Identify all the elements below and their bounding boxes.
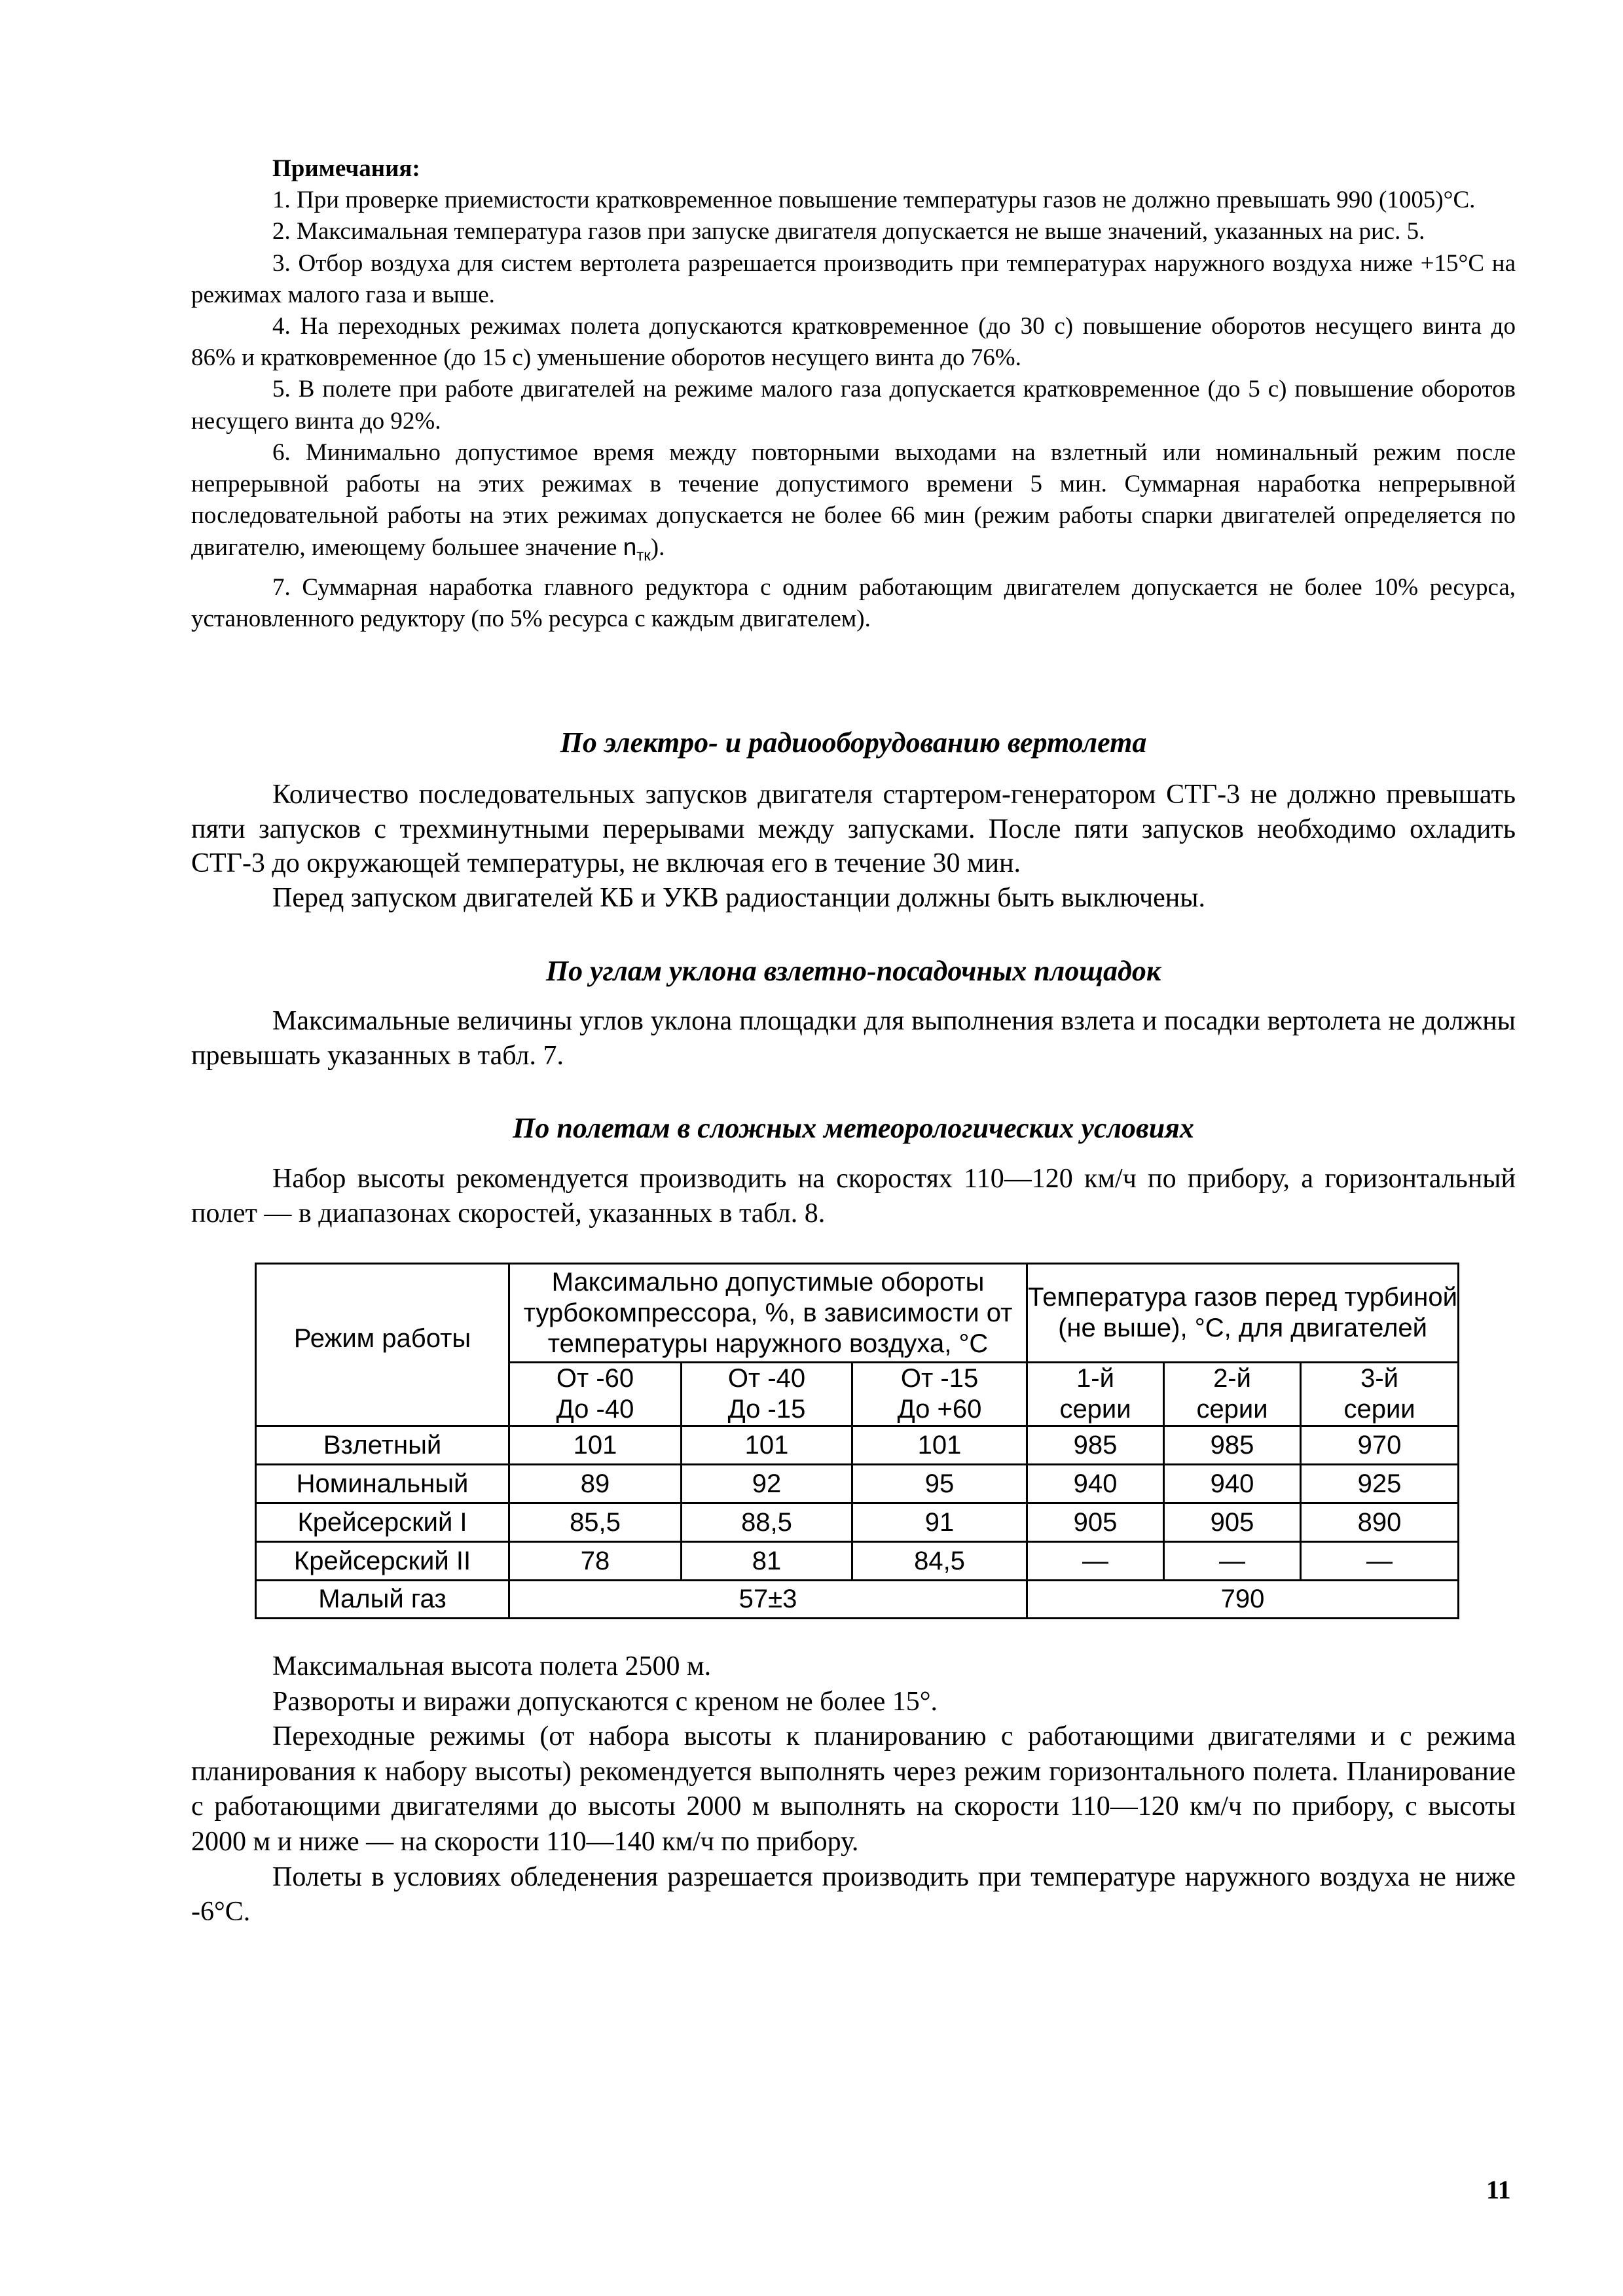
subheader-line: 1-й <box>1076 1364 1114 1393</box>
paragraph: Развороты и виражи допускаются с креном … <box>272 1686 938 1717</box>
header-temp: Температура газов перед турбиной (не выш… <box>1026 1263 1460 1363</box>
value-cell: 78 <box>508 1541 682 1581</box>
value-cell: 85,5 <box>508 1502 682 1543</box>
value-cell: 905 <box>1163 1502 1302 1543</box>
table-row: Крейсерский II 78 81 84,5— — — <box>255 1541 1460 1581</box>
row-mode: Взлетный <box>255 1425 510 1465</box>
header-rpm: Максимально допустимые обороты турбокомп… <box>507 1263 1029 1363</box>
subheader-cell: От -40 До -15 <box>680 1361 853 1427</box>
note-item: 7. Суммарная наработка главного редуктор… <box>191 574 1516 633</box>
note-item: 5. В полете при работе двигателей на реж… <box>191 376 1516 435</box>
engine-limits-table: Режим работы Максимально допустимые обор… <box>255 1263 1460 1619</box>
value-cell: 95 <box>850 1463 1029 1504</box>
subheader-cell: 3-й серии <box>1300 1361 1460 1427</box>
value-cell: 970 <box>1300 1425 1460 1465</box>
subheader-line: 3-й <box>1360 1364 1398 1393</box>
section-heading: По электро- и радиооборудованию вертолет… <box>560 726 1147 759</box>
ntk-symbol: n <box>623 533 637 561</box>
paragraph: Максимальные величины углов уклона площа… <box>191 1006 1516 1071</box>
value-cell: 91 <box>850 1502 1029 1543</box>
subheader-line: серии <box>1343 1395 1415 1424</box>
subheader-line: От -15 <box>900 1364 979 1393</box>
value-cell: 940 <box>1163 1463 1302 1504</box>
note-item: 1. При проверке приемистости кратковреме… <box>272 187 1476 214</box>
paragraph: Переходные режимы (от набора высоты к пл… <box>191 1721 1516 1857</box>
header-mode: Режим работы <box>255 1263 510 1427</box>
value-cell: — <box>1163 1541 1302 1581</box>
after-table-body: Максимальная высота полета 2500 м. Разво… <box>191 1649 1516 1930</box>
row-mode: Крейсерский I <box>255 1502 510 1543</box>
value-cell: 101 <box>680 1425 853 1465</box>
page-number: 11 <box>1486 2175 1511 2204</box>
subheader-cell: От -60 До -40 <box>508 1361 682 1427</box>
subheader-line: От -60 <box>556 1364 634 1393</box>
note-item: 3. Отбор воздуха для систем вертолета ра… <box>191 249 1516 308</box>
subheader-line: серии <box>1196 1395 1268 1424</box>
value-cell: 890 <box>1300 1502 1460 1543</box>
value-cell: 985 <box>1026 1425 1165 1465</box>
value-cell: — <box>1300 1541 1460 1581</box>
value-cell: 81 <box>680 1541 853 1581</box>
value-cell: 925 <box>1300 1463 1460 1504</box>
section-body: Максимальные величины углов уклона площа… <box>191 1004 1516 1073</box>
value-cell: 101 <box>508 1425 682 1465</box>
idle-temp: 790 <box>1026 1579 1460 1619</box>
subheader-line: До -15 <box>727 1395 806 1424</box>
table-row: Крейсерский I 85,5 88,5 91 905 905 890 <box>255 1502 1460 1543</box>
note-item-text: 6. Минимально допустимое время между пов… <box>191 439 1516 562</box>
value-cell: 101 <box>850 1425 1029 1465</box>
value-cell: 84,5 <box>850 1541 1029 1581</box>
note-item: 2. Максимальная температура газов при за… <box>272 218 1425 245</box>
section-body: Количество последовательных запусков дви… <box>191 778 1516 915</box>
subheader-cell: 2-й серии <box>1163 1361 1302 1427</box>
subheader-line: До -40 <box>556 1395 634 1424</box>
row-mode: Номинальный <box>255 1463 510 1504</box>
note-item: 4. На переходных режимах полета допускаю… <box>191 313 1516 372</box>
idle-rpm: 57±3 <box>507 1579 1029 1619</box>
note-item-end: ). <box>650 534 665 562</box>
note-item: 6. Минимально допустимое время между пов… <box>191 437 1516 572</box>
subheader-cell: От -15 До +60 <box>850 1361 1029 1427</box>
ntk-subscript: тк <box>636 547 651 565</box>
subheader-line: От -40 <box>727 1364 806 1393</box>
value-cell: 89 <box>508 1463 682 1504</box>
paragraph: Набор высоты рекомендуется производить н… <box>191 1164 1516 1229</box>
subheader-cell: 1-й серии <box>1026 1361 1165 1427</box>
row-mode: Крейсерский II <box>255 1541 510 1581</box>
subheader-line: До +60 <box>897 1395 982 1424</box>
paragraph: Количество последовательных запусков дви… <box>191 780 1516 878</box>
value-cell: — <box>1026 1541 1165 1581</box>
section-body: Набор высоты рекомендуется производить н… <box>191 1162 1516 1231</box>
paragraph: Перед запуском двигателей КБ и УКВ радио… <box>272 882 1206 913</box>
value-cell: 92 <box>680 1463 853 1504</box>
row-mode: Малый газ <box>255 1579 510 1619</box>
notes-block: Примечания: 1. При проверке приемистости… <box>191 153 1516 635</box>
subheader-line: серии <box>1059 1395 1131 1424</box>
section-heading: По углам уклона взлетно-посадочных площа… <box>545 955 1161 987</box>
value-cell: 940 <box>1026 1463 1165 1504</box>
value-cell: 88,5 <box>680 1502 853 1543</box>
value-cell: 905 <box>1026 1502 1165 1543</box>
paragraph: Максимальная высота полета 2500 м. <box>272 1651 712 1681</box>
subheader-line: 2-й <box>1213 1364 1251 1393</box>
notes-title: Примечания: <box>272 155 420 182</box>
table-row: Взлетный 101 101 101 985 985 970 <box>255 1425 1460 1465</box>
table-row: Номинальный 89 92 95 940 940 925 <box>255 1463 1460 1504</box>
value-cell: 985 <box>1163 1425 1302 1465</box>
paragraph: Полеты в условиях обледенения разрешаетс… <box>191 1861 1516 1928</box>
section-heading: По полетам в сложных метеорологических у… <box>513 1112 1194 1144</box>
